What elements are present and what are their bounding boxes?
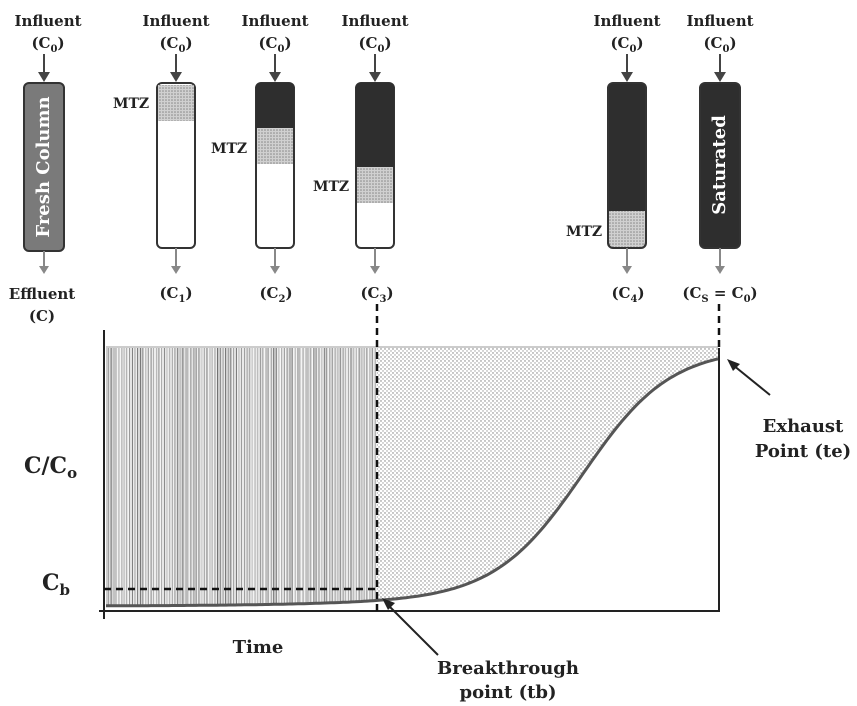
c3-label: (C3) — [360, 284, 393, 305]
x-axis-label: Time — [233, 637, 284, 658]
effluent-label: Effluent — [9, 285, 76, 303]
influent-label-1: Influent — [142, 12, 209, 30]
exhaust-arrow — [732, 364, 771, 396]
column-fresh: Influent (C0) Fresh Column Effluent (C) — [9, 12, 82, 325]
influent-conc-0: (C0) — [31, 34, 64, 55]
saturated-label: Saturated — [709, 115, 730, 215]
mtz-label-4: MTZ — [566, 224, 602, 240]
mtz-label-2: MTZ — [211, 141, 247, 157]
breakthrough-label-2: point (tb) — [459, 682, 556, 703]
mtz-label-3: MTZ — [313, 179, 349, 195]
influent-label-4: Influent — [593, 12, 660, 30]
c1-label: (C1) — [159, 284, 192, 305]
fresh-column-label: Fresh Column — [33, 96, 54, 237]
exhaust-label-2: Point (te) — [755, 441, 851, 462]
influent-label-3: Influent — [341, 12, 408, 30]
column-saturated: Influent (C0) Saturated (CS = C0) — [682, 12, 757, 305]
influent-label-5: Influent — [686, 12, 753, 30]
breakthrough-arrow — [385, 602, 439, 656]
column-2: Influent (C0) MTZ (C2) — [211, 12, 309, 305]
influent-conc-3: (C0) — [358, 34, 391, 55]
breakthrough-label: Breakthrough — [437, 658, 579, 679]
c2-label: (C2) — [259, 284, 292, 305]
column-1-mtz — [158, 85, 194, 121]
breakthrough-curve — [106, 357, 719, 608]
column-1: Influent (C0) MTZ (C1) — [113, 12, 210, 305]
exhaust-label: Exhaust — [763, 416, 844, 437]
influent-label-0: Influent — [14, 12, 81, 30]
influent-conc-1: (C0) — [159, 34, 192, 55]
column-3: Influent (C0) MTZ (C3) — [313, 12, 409, 305]
c4-label: (C4) — [611, 284, 644, 305]
dotted-area — [377, 348, 719, 601]
influent-conc-5: (C0) — [703, 34, 736, 55]
breakthrough-chart: C/Co Cb Time Breakthrough point (tb) Exh… — [24, 304, 851, 703]
cs-label: (CS = C0) — [682, 284, 757, 305]
striped-area — [106, 348, 377, 606]
column-4-mtz — [609, 211, 645, 247]
column-2-mtz — [257, 128, 293, 164]
y-axis-label: C/Co — [24, 453, 77, 482]
mtz-label-1: MTZ — [113, 96, 149, 112]
influent-conc-4: (C0) — [610, 34, 643, 55]
cb-label: Cb — [42, 570, 70, 599]
influent-conc-2: (C0) — [258, 34, 291, 55]
influent-label-2: Influent — [241, 12, 308, 30]
effluent-conc: (C) — [29, 307, 55, 325]
column-4: Influent (C0) MTZ (C4) — [566, 12, 661, 305]
column-3-mtz — [357, 167, 393, 203]
